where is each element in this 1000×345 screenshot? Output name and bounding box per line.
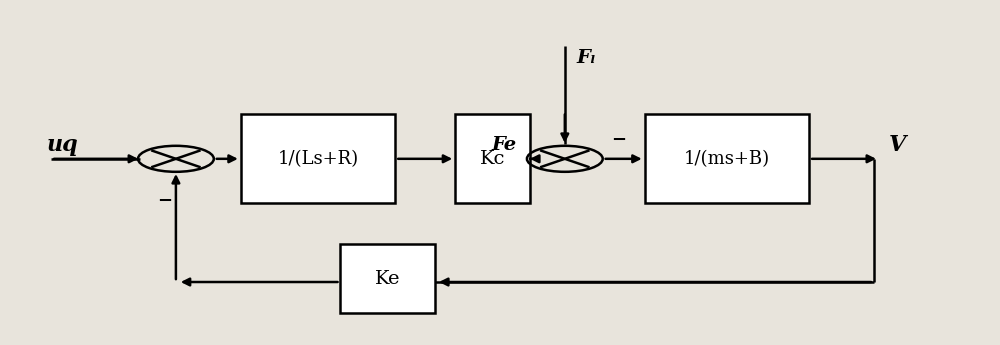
Text: Ke: Ke [375,269,401,288]
Text: 1/(ms+B): 1/(ms+B) [684,150,770,168]
FancyBboxPatch shape [645,114,809,203]
FancyBboxPatch shape [241,114,395,203]
Text: Kc: Kc [480,150,505,168]
Text: Fe: Fe [492,136,517,154]
Text: uq: uq [46,134,78,156]
Text: Fₗ: Fₗ [577,49,596,67]
Text: V: V [889,134,906,156]
FancyBboxPatch shape [340,244,435,313]
Text: 1/(Ls+R): 1/(Ls+R) [277,150,359,168]
Text: −: − [611,131,626,149]
Text: −: − [157,193,172,210]
FancyBboxPatch shape [455,114,530,203]
